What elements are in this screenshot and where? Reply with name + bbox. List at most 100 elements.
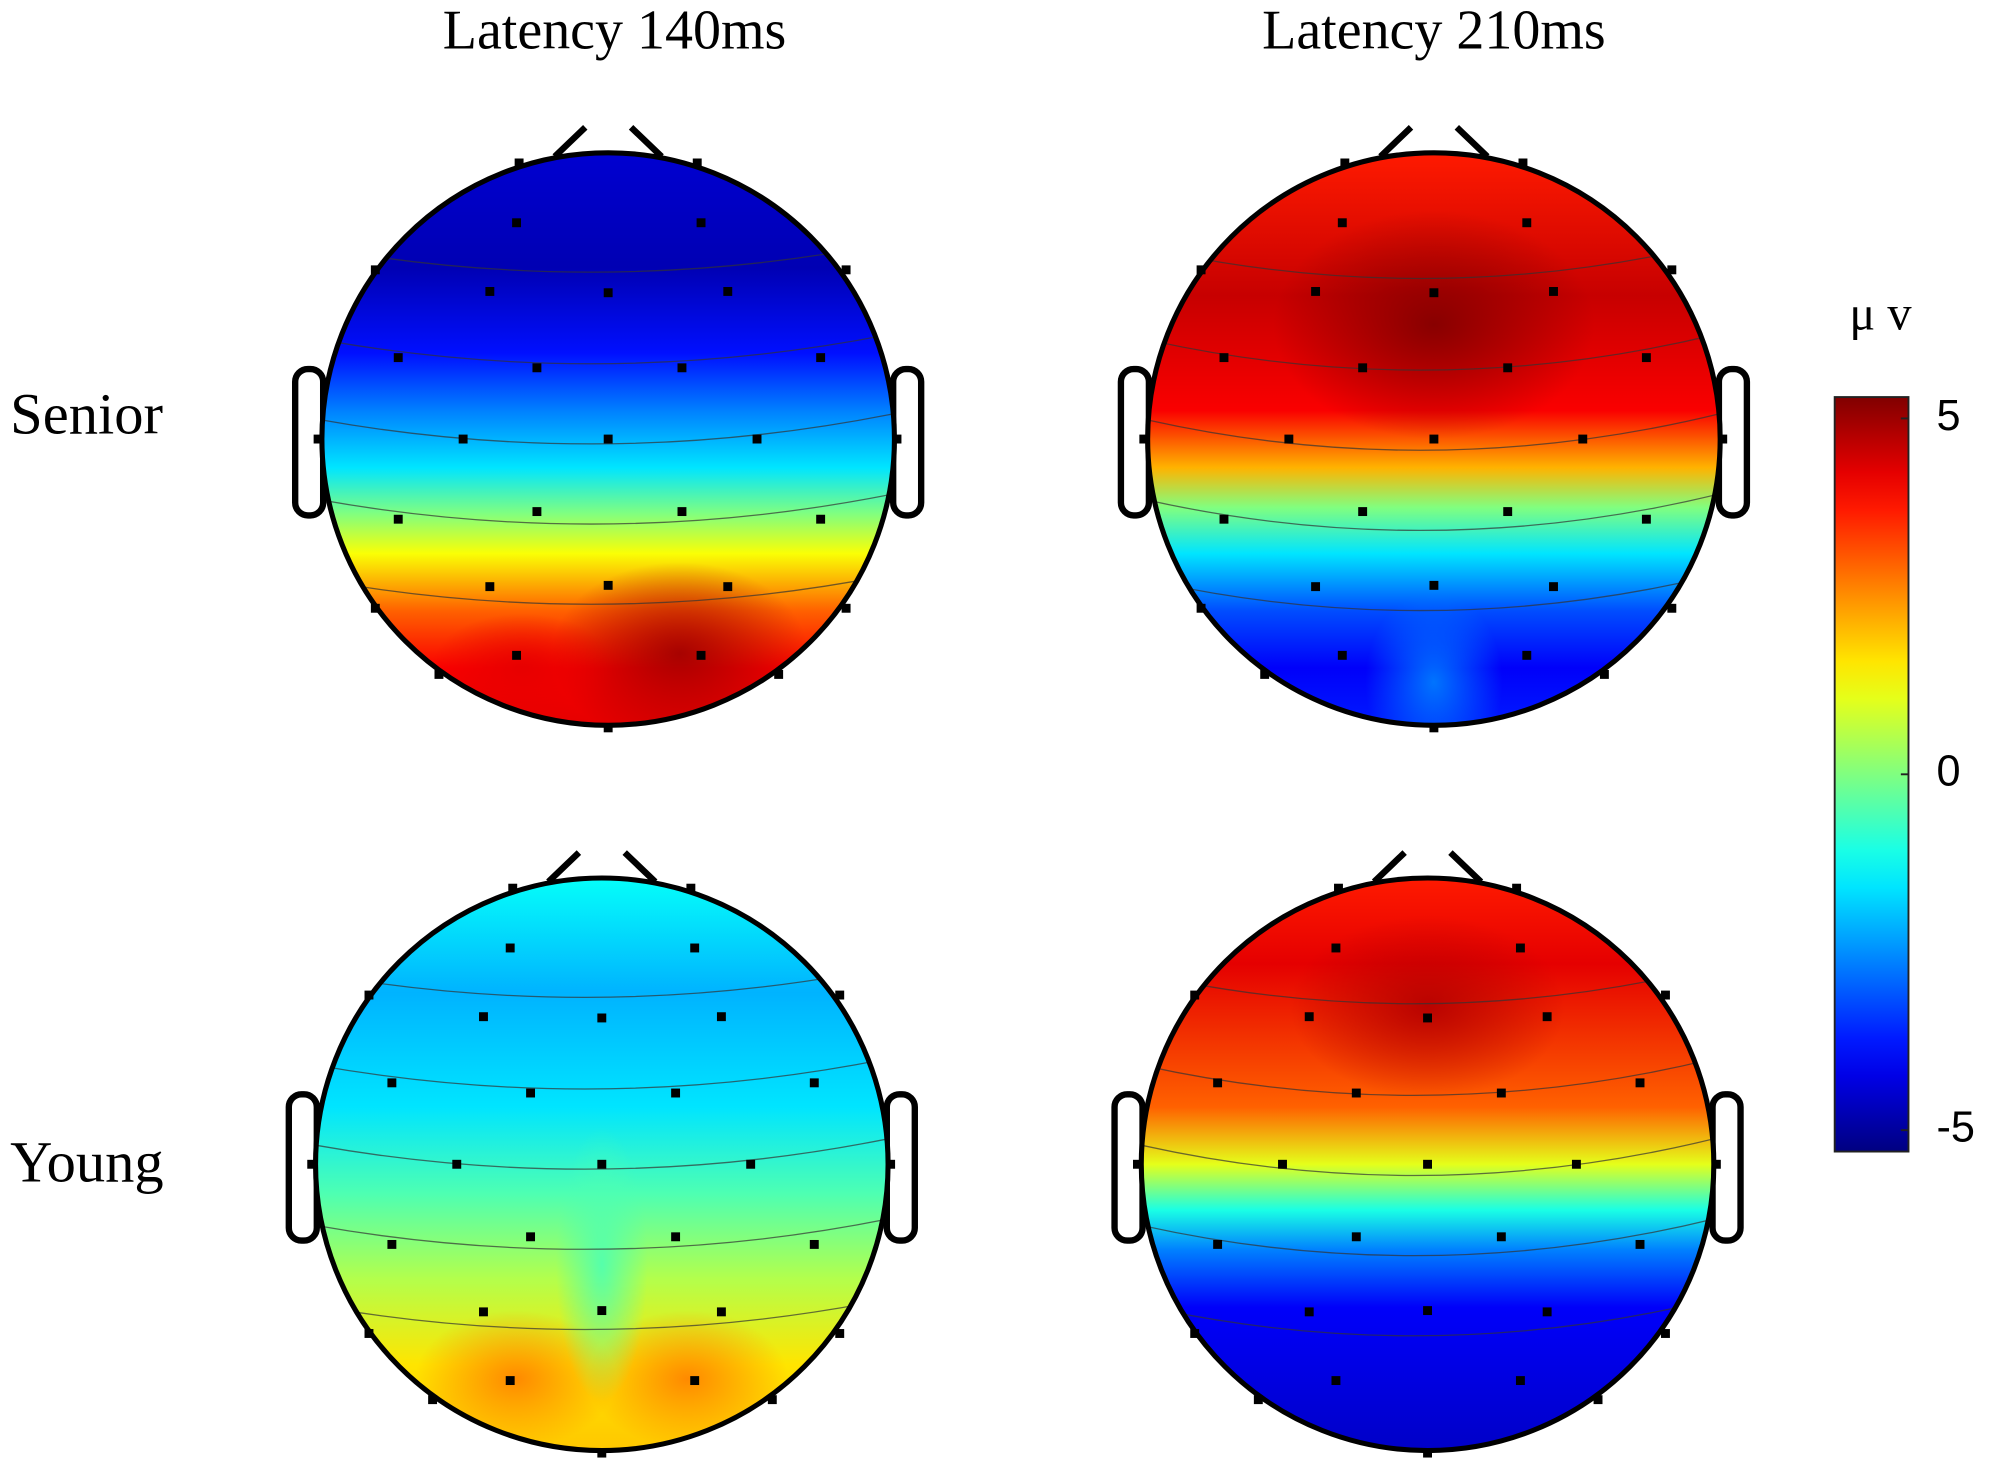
field-blob (1290, 915, 1565, 1099)
contour (1141, 1298, 1714, 1337)
electrode (597, 1448, 607, 1458)
contour (315, 1138, 889, 1170)
topomap (285, 850, 918, 1458)
electrode (1522, 650, 1532, 660)
electrode (387, 1078, 397, 1088)
field-blob (1273, 210, 1595, 440)
electrode (1711, 1159, 1721, 1169)
electrode (809, 1239, 819, 1249)
electrode (723, 582, 733, 592)
topomap (1117, 125, 1751, 733)
row-label: Senior (10, 381, 163, 446)
electrode (532, 363, 542, 373)
electrode (1667, 603, 1677, 613)
electrode (387, 1239, 397, 1249)
contour (1141, 966, 1714, 1005)
electrode (393, 353, 403, 363)
electrode (841, 603, 851, 613)
electrode (1512, 883, 1522, 893)
contour (315, 966, 889, 999)
nose (546, 850, 658, 885)
electrode (1641, 353, 1651, 363)
electrode (716, 1307, 726, 1317)
electrode (1515, 943, 1525, 953)
electrode (1542, 1307, 1552, 1317)
electrode (671, 1088, 681, 1098)
electrode (767, 1395, 777, 1405)
electrode (1213, 1239, 1223, 1249)
contour (1147, 241, 1721, 280)
electrode (1351, 1232, 1361, 1242)
electrode (452, 1159, 462, 1169)
electrode (1718, 434, 1728, 444)
electrode (1340, 158, 1350, 168)
electrode (1515, 1376, 1525, 1386)
electrode (686, 883, 696, 893)
electrode (1423, 1159, 1432, 1169)
contour (321, 332, 895, 365)
electrode (690, 1376, 700, 1386)
electrode (1571, 1159, 1581, 1169)
electrode (313, 434, 323, 444)
electrode (671, 1232, 681, 1242)
electrode (512, 650, 522, 660)
electrode (752, 434, 762, 444)
electrode (603, 434, 613, 444)
electrode (1549, 582, 1558, 592)
electrode (508, 883, 518, 893)
electrode (1503, 507, 1513, 517)
electrode (1549, 287, 1558, 296)
field-blob (556, 1127, 648, 1402)
electrode (1358, 507, 1368, 517)
electrode (1667, 265, 1677, 275)
electrode (370, 265, 380, 275)
electrode (841, 265, 851, 275)
electrode (434, 669, 444, 679)
electrode (1578, 434, 1588, 444)
field-blob (1365, 590, 1503, 726)
field (321, 152, 895, 726)
contour (1147, 412, 1721, 451)
electrode (526, 1232, 536, 1242)
electrode (1278, 1159, 1287, 1169)
electrode (1429, 288, 1439, 298)
electrode (1331, 1376, 1341, 1386)
column-title: Latency 210ms (1262, 0, 1606, 62)
electrode (1190, 1329, 1200, 1338)
electrode (364, 1329, 374, 1338)
electrode (479, 1012, 488, 1022)
electrode (597, 1306, 607, 1316)
field (1147, 152, 1721, 726)
electrode (892, 434, 902, 444)
electrode (1522, 218, 1532, 228)
electrode (1284, 434, 1294, 444)
electrode (428, 1395, 438, 1405)
contour (1147, 573, 1721, 612)
nose (552, 125, 664, 159)
electrode (603, 288, 613, 298)
electrode (677, 363, 687, 373)
electrode (696, 650, 706, 660)
nose (1371, 850, 1484, 885)
electrode (690, 943, 700, 953)
electrode (603, 580, 613, 590)
electrode (809, 1078, 819, 1088)
electrode (532, 507, 542, 517)
electrode (1196, 603, 1206, 613)
electrode (1542, 1012, 1552, 1022)
electrode (364, 990, 374, 1000)
electrode (1641, 514, 1651, 524)
electrode (1429, 434, 1439, 444)
electrode (603, 723, 613, 733)
electrode (816, 514, 826, 524)
electrode (526, 1088, 536, 1098)
electrode (1351, 1088, 1361, 1098)
electrode (597, 1013, 607, 1023)
electrode (1311, 287, 1321, 296)
electrode (479, 1307, 488, 1317)
contour (315, 1298, 889, 1331)
colorbar-tick-label: -5 (1936, 1104, 1974, 1152)
electrode (692, 158, 702, 168)
